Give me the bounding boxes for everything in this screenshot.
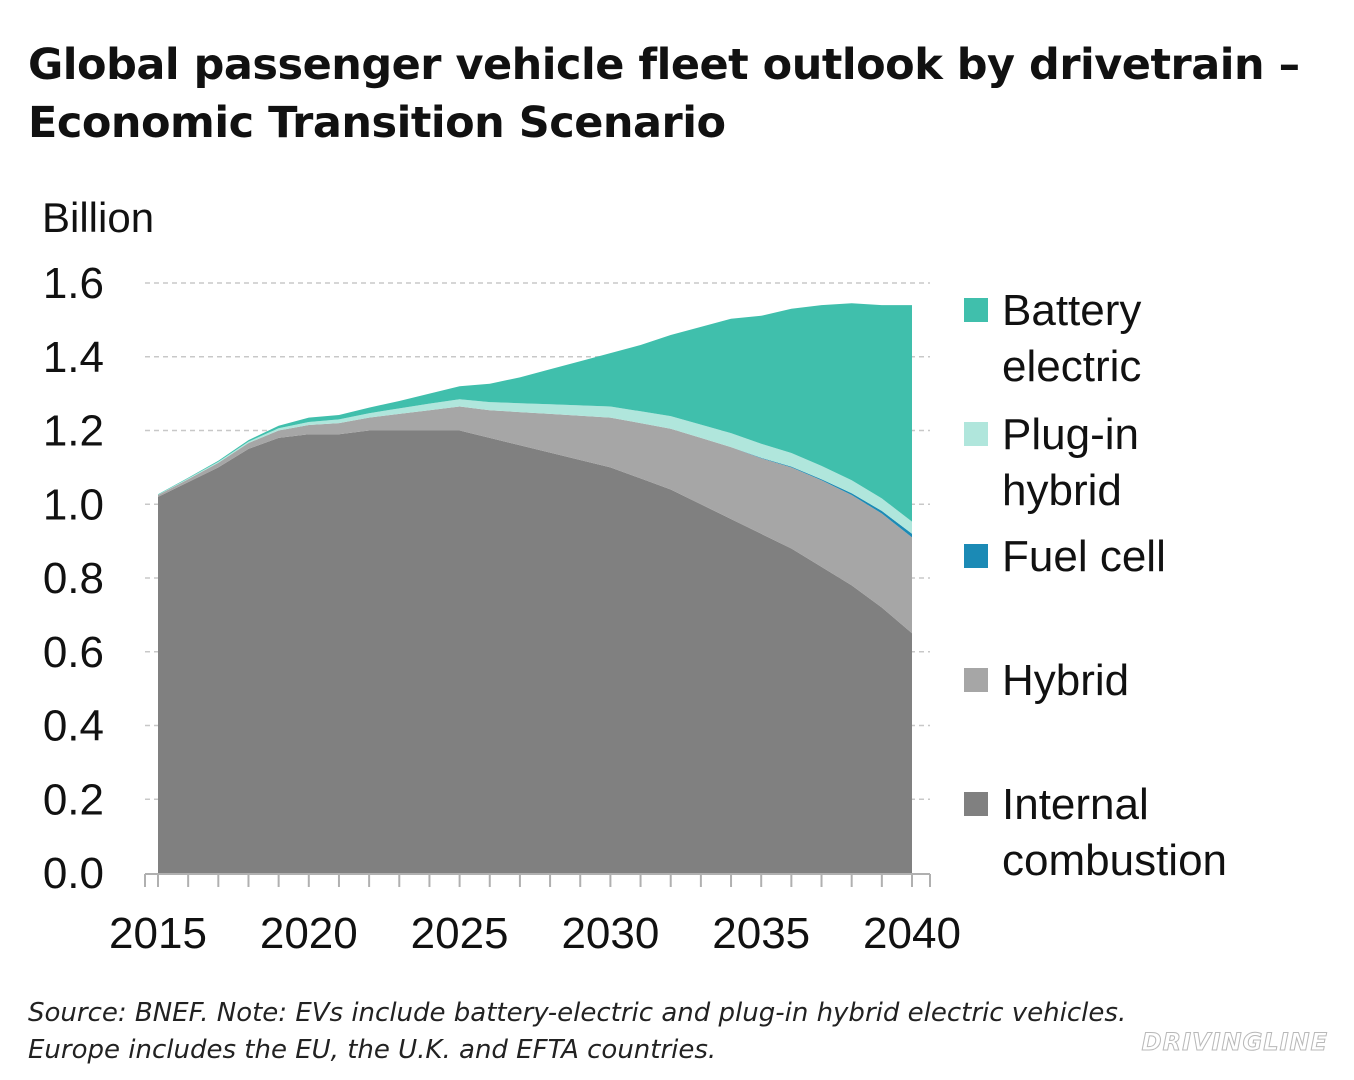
legend-swatch: [964, 422, 988, 446]
y-tick-label: 1.2: [43, 407, 104, 456]
x-tick-label: 2025: [411, 909, 509, 958]
watermark-logo: DRIVINGLINE: [1141, 1028, 1328, 1057]
legend-swatch: [964, 668, 988, 692]
chart-title-line-2: Economic Transition Scenario: [28, 98, 726, 148]
legend-item-battery-electric: Battery electric: [964, 286, 1141, 391]
y-tick-label: 0.8: [43, 554, 104, 603]
area-battery-electric: [158, 303, 912, 522]
source-note: Source: BNEF. Note: EVs include battery-…: [28, 995, 1318, 1069]
x-tick-label: 2035: [712, 909, 810, 958]
y-tick-label: 0.2: [43, 775, 104, 824]
y-axis-unit-label: Billion: [42, 194, 155, 241]
x-tick-label: 2040: [863, 909, 961, 958]
area-internal-combustion: [158, 430, 912, 873]
x-tick-label: 2030: [561, 909, 659, 958]
legend-label: electric: [1002, 342, 1141, 391]
legend-item-plug-in-hybrid: Plug-in hybrid: [964, 410, 1139, 515]
legend-item-hybrid: Hybrid: [964, 656, 1129, 705]
x-tick-label: 2020: [260, 909, 358, 958]
legend-label: combustion: [1002, 836, 1227, 885]
x-axis: [144, 873, 931, 887]
legend-swatch: [964, 792, 988, 816]
legend-label: Fuel cell: [1002, 532, 1166, 581]
legend-item-internal-combustion: Internal combustion: [964, 780, 1227, 885]
area-series: [158, 303, 912, 873]
legend-label: Plug-in: [1002, 410, 1139, 459]
legend-label: Internal: [1002, 780, 1149, 829]
y-tick-label: 1.6: [43, 259, 104, 308]
source-note-line-1: Source: BNEF. Note: EVs include battery-…: [28, 998, 1127, 1028]
y-tick-label: 1.0: [43, 480, 104, 529]
legend-swatch: [964, 298, 988, 322]
y-tick-label: 0.6: [43, 628, 104, 677]
chart-title: Global passenger vehicle fleet outlook b…: [28, 36, 1338, 152]
x-tick-label: 2015: [109, 909, 207, 958]
legend: Battery electric Plug-in hybrid Fuel cell Hyb…: [964, 286, 1227, 885]
legend-item-fuel-cell: Fuel cell: [964, 532, 1166, 581]
area-hybrid: [158, 406, 912, 634]
area-plug-in-hybrid: [158, 399, 912, 534]
chart-title-line-1: Global passenger vehicle fleet outlook b…: [28, 40, 1300, 90]
legend-label: Hybrid: [1002, 656, 1129, 705]
y-tick-label: 0.4: [43, 702, 104, 751]
source-note-line-2: Europe includes the EU, the U.K. and EFT…: [28, 1035, 717, 1065]
y-tick-label: 1.4: [43, 333, 104, 382]
tick-labels: 0.0 0.2 0.4 0.6 0.8 1.0 1.2 1.4 1.6 2015 2020 2025 2…: [43, 259, 961, 958]
legend-label: Battery: [1002, 286, 1141, 335]
legend-label: hybrid: [1002, 466, 1122, 515]
y-tick-label: 0.0: [43, 849, 104, 898]
legend-swatch: [964, 544, 988, 568]
